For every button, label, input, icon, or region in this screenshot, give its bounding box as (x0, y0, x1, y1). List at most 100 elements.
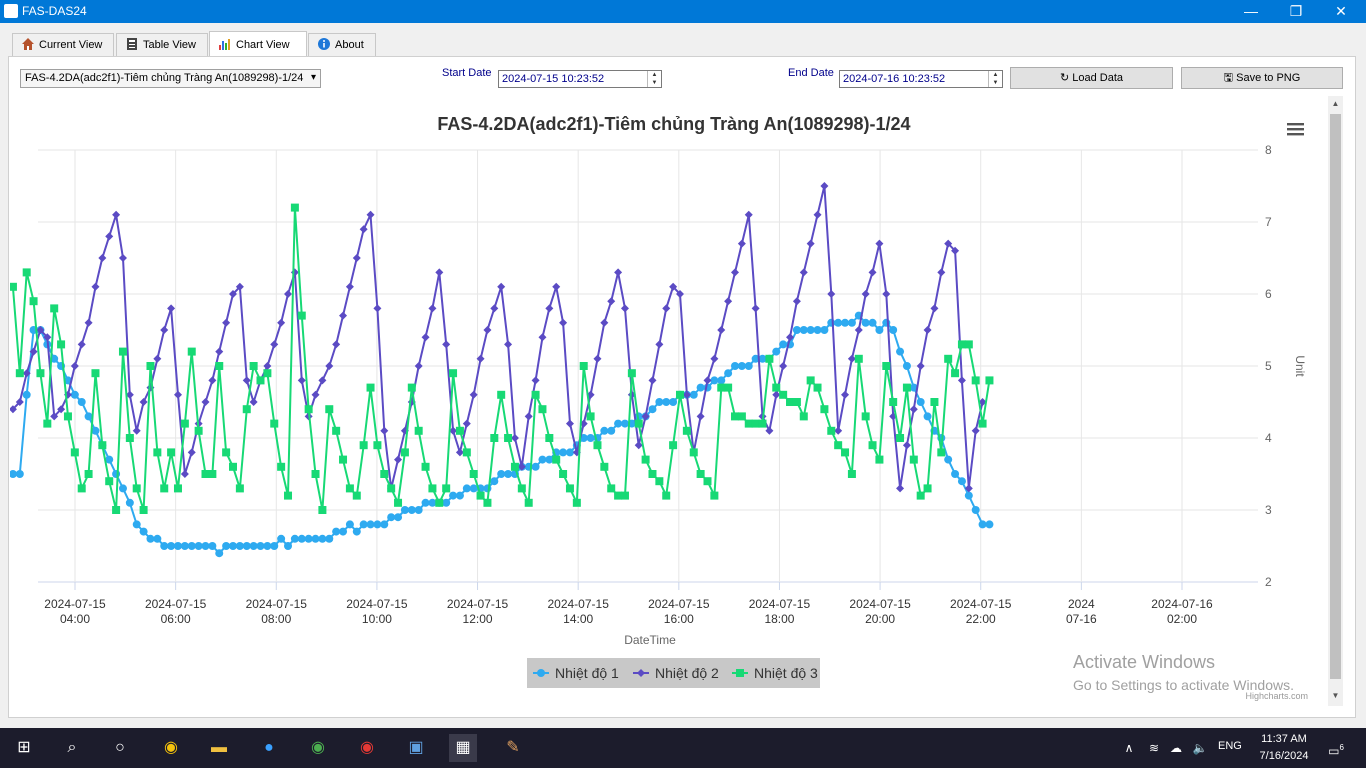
data-point (270, 340, 279, 349)
tab-table-view[interactable]: Table View (116, 33, 208, 56)
data-point (909, 383, 918, 392)
language-indicator[interactable]: ENG (1218, 740, 1242, 752)
search-icon[interactable]: ⌕ (67, 739, 77, 756)
device-select[interactable]: FAS-4.2DA(adc2f1)-Tiêm chủng Tràng An(10… (20, 69, 321, 88)
data-point (751, 354, 760, 363)
paint-icon[interactable]: ✎ (506, 739, 520, 756)
data-point (827, 290, 836, 298)
data-point (187, 448, 196, 457)
save-to-png-button[interactable]: 🖫 Save to PNG (1181, 67, 1343, 89)
chrome-alt-icon[interactable]: ◉ (360, 739, 374, 756)
data-point (332, 527, 341, 536)
x-tick-date: 2024-07-15 (346, 597, 408, 611)
data-point (813, 383, 822, 392)
data-point (173, 390, 182, 399)
data-point (614, 491, 623, 500)
data-point (565, 484, 574, 493)
file-explorer-icon[interactable]: ▬ (211, 739, 227, 756)
data-point (380, 470, 389, 478)
data-point (112, 506, 121, 514)
end-date-input[interactable]: 2024-07-16 10:23:52 ▲ ▼ (839, 70, 1003, 88)
data-point (160, 326, 169, 334)
legend-item[interactable]: Nhiệt độ 3 (732, 665, 818, 681)
restore-button[interactable]: ❐ (1289, 3, 1303, 19)
data-point (847, 470, 856, 478)
data-point (600, 426, 609, 435)
tab-current-view[interactable]: Current View (12, 33, 114, 56)
chrome-profile-icon[interactable]: ◉ (311, 739, 325, 756)
legend-label: Nhiệt độ 2 (655, 665, 719, 681)
start-date-spinner-icon[interactable]: ▲ ▼ (647, 71, 661, 87)
data-point (345, 282, 354, 291)
photos-icon[interactable]: ▣ (408, 739, 424, 756)
notification-icon[interactable]: ▭6 (1328, 743, 1344, 758)
data-point (600, 462, 609, 471)
data-point (889, 398, 898, 406)
load-data-button[interactable]: ↻ Load Data (1010, 67, 1173, 89)
taskbar: ⊞ ⌕ ○ ◉ ▬ ● ◉ ◉ ▣ ▦ ✎ ∧ ≋ ☁ 🔈 ENG 11:37 … (0, 728, 1366, 768)
data-point (490, 477, 499, 486)
fas-das24-app-icon[interactable]: ▦ (449, 734, 477, 762)
zalo-icon[interactable]: ● (264, 739, 274, 756)
start-date-input[interactable]: 2024-07-15 10:23:52 ▲ ▼ (498, 70, 662, 88)
data-point (703, 376, 712, 385)
data-point (22, 369, 31, 378)
legend: Nhiệt độ 1 Nhiệt độ 2 Nhiệt độ 3 (527, 658, 820, 688)
clock[interactable]: 11:37 AM 7/16/2024 (1252, 731, 1316, 765)
scrollbar-thumb[interactable] (1330, 114, 1341, 679)
data-point (696, 383, 705, 392)
data-point (909, 405, 918, 414)
data-point (937, 448, 946, 457)
data-point (235, 484, 244, 493)
scroll-down-icon[interactable]: ▼ (1331, 691, 1340, 700)
data-point (400, 448, 409, 457)
scroll-up-icon[interactable]: ▲ (1331, 99, 1340, 108)
data-point (469, 390, 478, 399)
tab-chart-view[interactable]: Chart View (209, 31, 307, 57)
legend-item[interactable]: Nhiệt độ 1 (533, 665, 619, 681)
data-point (167, 304, 176, 313)
volume-icon[interactable]: 🔈 (1192, 741, 1208, 755)
close-button[interactable]: ✕ (1335, 3, 1347, 19)
chrome-icon[interactable]: ◉ (164, 739, 178, 756)
minimize-button[interactable]: — (1244, 3, 1258, 19)
legend-item[interactable]: Nhiệt độ 2 (633, 665, 719, 681)
data-point (593, 354, 602, 363)
windows-start-icon[interactable]: ⊞ (17, 739, 31, 756)
chart-title: FAS-4.2DA(adc2f1)-Tiêm chủng Tràng An(10… (437, 114, 910, 134)
data-point (222, 448, 231, 457)
end-date-spinner-icon[interactable]: ▲ ▼ (988, 71, 1002, 87)
data-point (270, 419, 279, 428)
load-data-label: Load Data (1072, 72, 1124, 84)
task-view-icon[interactable]: ○ (115, 739, 125, 756)
data-point (228, 542, 237, 550)
data-point (235, 282, 244, 291)
data-point (834, 318, 843, 327)
data-point (662, 491, 671, 500)
data-point (339, 527, 348, 536)
data-point (978, 419, 987, 428)
network-icon[interactable]: ≋ (1148, 741, 1160, 755)
data-point (951, 369, 960, 378)
tab-about[interactable]: About (308, 33, 376, 56)
hamburger-menu-icon[interactable] (1287, 123, 1304, 136)
onedrive-icon[interactable]: ☁ (1170, 741, 1182, 755)
data-point (428, 304, 437, 313)
data-point (579, 362, 588, 370)
vertical-scrollbar[interactable]: ▲ ▼ (1328, 96, 1343, 706)
data-point (724, 369, 733, 378)
data-point (483, 484, 492, 493)
x-tick-label: 2024-07-15 16:00 (648, 597, 710, 626)
chevron-up-icon[interactable]: ∧ (1124, 741, 1134, 755)
data-point (806, 376, 815, 385)
data-point (930, 398, 939, 406)
data-point (201, 398, 210, 406)
data-point (359, 520, 368, 529)
x-tick-time: 22:00 (966, 612, 996, 626)
data-point (531, 376, 540, 385)
data-point (290, 534, 299, 543)
data-point (332, 340, 341, 349)
data-point (194, 426, 203, 435)
data-point (112, 210, 121, 219)
highcharts-credit[interactable]: Highcharts.com (1245, 691, 1308, 701)
